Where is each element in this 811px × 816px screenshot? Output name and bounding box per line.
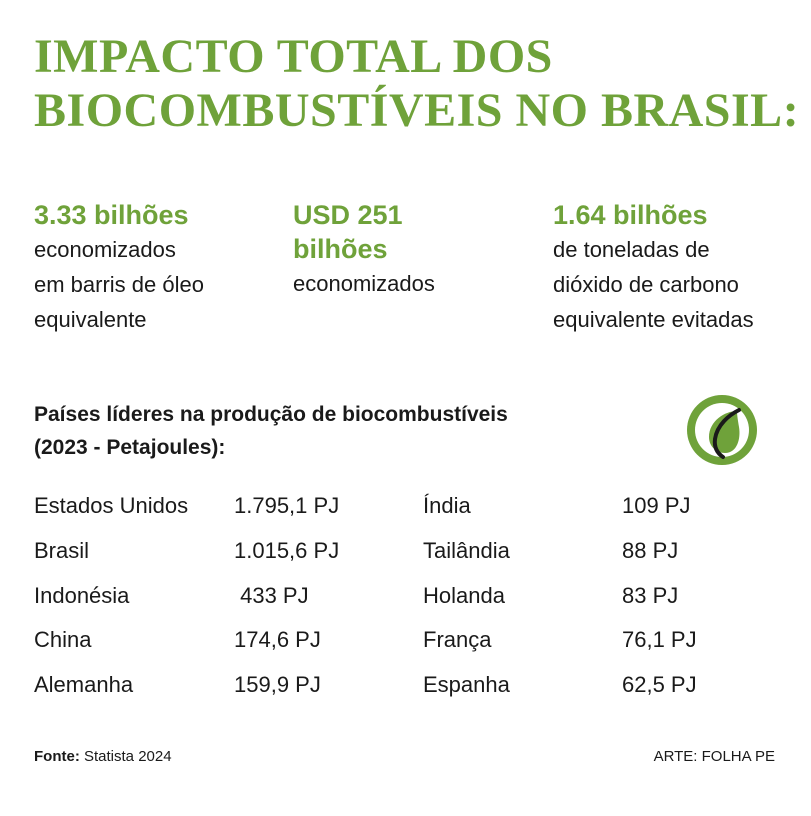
section-title-line-2: (2023 - Petajoules): <box>34 436 226 459</box>
stat-barrels-value: 3.33 bilhões <box>34 200 189 230</box>
country-name: Alemanha <box>34 672 134 697</box>
country-value: 159,9 PJ <box>234 672 321 697</box>
stat-co2-desc: de toneladas de dióxido de carbono equiv… <box>553 237 754 332</box>
title-line-1: IMPACTO TOTAL DOS <box>34 30 553 83</box>
source-text: Statista 2024 <box>79 748 172 765</box>
stat-usd: USD 251 bilhões economizados <box>293 198 533 301</box>
country-value: 1.795,1 PJ <box>234 493 340 518</box>
stat-co2: 1.64 bilhões de toneladas de dióxido de … <box>553 198 803 337</box>
country-name: Tailândia <box>423 538 510 563</box>
source-label: Fonte: <box>34 748 80 765</box>
country-value: 88 PJ <box>622 538 679 563</box>
country-value: 109 PJ <box>622 493 691 518</box>
leaf-circle-icon <box>687 395 757 465</box>
country-value: 1.015,6 PJ <box>234 538 340 563</box>
stat-co2-value: 1.64 bilhões <box>553 200 708 230</box>
stat-barrels: 3.33 bilhões economizados em barris de ó… <box>34 198 274 337</box>
stat-barrels-desc: economizados em barris de óleo equivalen… <box>34 237 204 332</box>
country-name: Índia <box>423 493 471 518</box>
section-title: Países líderes na produção de biocombust… <box>34 398 508 464</box>
country-name: França <box>423 627 492 652</box>
stat-usd-desc: economizados <box>293 271 435 296</box>
country-value: 433 PJ <box>234 583 309 608</box>
country-name: Espanha <box>423 672 510 697</box>
country-name: Holanda <box>423 583 505 608</box>
country-value: 83 PJ <box>622 583 679 608</box>
title-line-2: BIOCOMBUSTÍVEIS NO BRASIL: <box>34 84 800 137</box>
country-name: China <box>34 627 92 652</box>
section-title-line-1: Países líderes na produção de biocombust… <box>34 403 508 426</box>
stat-usd-value: USD 251 bilhões <box>293 200 403 264</box>
country-name: Brasil <box>34 538 90 563</box>
credit-note: ARTE: FOLHA PE <box>653 748 775 765</box>
source-note: Fonte: Statista 2024 <box>34 746 172 768</box>
country-name: Estados Unidos <box>34 493 189 518</box>
country-value: 174,6 PJ <box>234 627 321 652</box>
country-name: Indonésia <box>34 583 130 608</box>
country-value: 62,5 PJ <box>622 672 697 697</box>
page-title: IMPACTO TOTAL DOS BIOCOMBUSTÍVEIS NO BRA… <box>34 30 799 138</box>
country-value: 76,1 PJ <box>622 627 697 652</box>
